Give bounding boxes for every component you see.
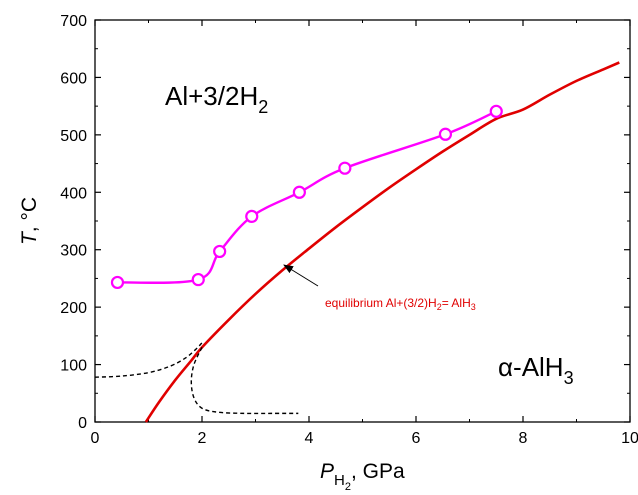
x-tick-label: 0 bbox=[91, 430, 100, 447]
data-point bbox=[213, 244, 227, 259]
x-axis-subscript: H bbox=[334, 472, 345, 489]
y-axis-title: T, °C bbox=[18, 197, 41, 245]
x-axis-symbol: P bbox=[320, 460, 334, 483]
x-axis-ticks: 0 2 4 6 8 10 bbox=[91, 20, 638, 447]
equilibrium-sub: 2 bbox=[437, 302, 442, 312]
x-tick-label: 4 bbox=[305, 430, 314, 447]
y-tick-label: 0 bbox=[78, 415, 87, 432]
equilibrium-label: equilibrium Al+(3/2)H2= AlH3 bbox=[325, 296, 476, 312]
dashed-upper-line bbox=[94, 342, 203, 378]
y-tick-label: 500 bbox=[60, 128, 87, 145]
data-point bbox=[110, 275, 125, 290]
data-point bbox=[338, 161, 352, 175]
lower-region-sub: 3 bbox=[564, 368, 574, 388]
x-tick-label: 2 bbox=[198, 430, 207, 447]
y-axis-ticks: 0 100 200 300 400 500 600 700 bbox=[60, 13, 630, 432]
upper-region-text: Al+3/2H bbox=[165, 81, 258, 111]
x-tick-label: 10 bbox=[621, 430, 638, 447]
y-tick-label: 700 bbox=[60, 13, 87, 30]
lower-region-text: α-AlH bbox=[498, 352, 564, 382]
dashed-lower-line bbox=[190, 347, 299, 415]
data-markers bbox=[110, 104, 503, 290]
y-axis-unit: , °C bbox=[18, 197, 41, 232]
x-axis-title: PH2, GPa bbox=[320, 460, 405, 493]
data-point bbox=[292, 185, 306, 199]
y-tick-label: 600 bbox=[60, 70, 87, 87]
y-tick-label: 200 bbox=[60, 300, 87, 317]
equilibrium-sub-2: 3 bbox=[471, 302, 476, 312]
equilibrium-tail: = AlH bbox=[442, 296, 471, 310]
y-tick-label: 400 bbox=[60, 185, 87, 202]
equilibrium-text: equilibrium Al+(3/2)H bbox=[325, 296, 437, 310]
data-point bbox=[489, 104, 503, 118]
equilibrium-line bbox=[144, 61, 620, 423]
y-tick-label: 100 bbox=[60, 358, 87, 375]
x-axis-subscript-2: 2 bbox=[345, 481, 351, 493]
x-tick-label: 8 bbox=[519, 430, 528, 447]
equilibrium-arrow bbox=[283, 264, 319, 287]
lower-region-label: α-AlH3 bbox=[498, 352, 574, 388]
data-point bbox=[438, 127, 453, 141]
upper-region-sub: 2 bbox=[258, 97, 268, 117]
upper-region-label: Al+3/2H2 bbox=[165, 81, 268, 117]
x-tick-label: 6 bbox=[412, 430, 421, 447]
y-tick-label: 300 bbox=[60, 243, 87, 260]
data-point bbox=[191, 272, 205, 287]
y-axis-symbol: T bbox=[18, 230, 41, 245]
data-point bbox=[245, 209, 259, 224]
x-axis-unit: , GPa bbox=[351, 460, 405, 483]
